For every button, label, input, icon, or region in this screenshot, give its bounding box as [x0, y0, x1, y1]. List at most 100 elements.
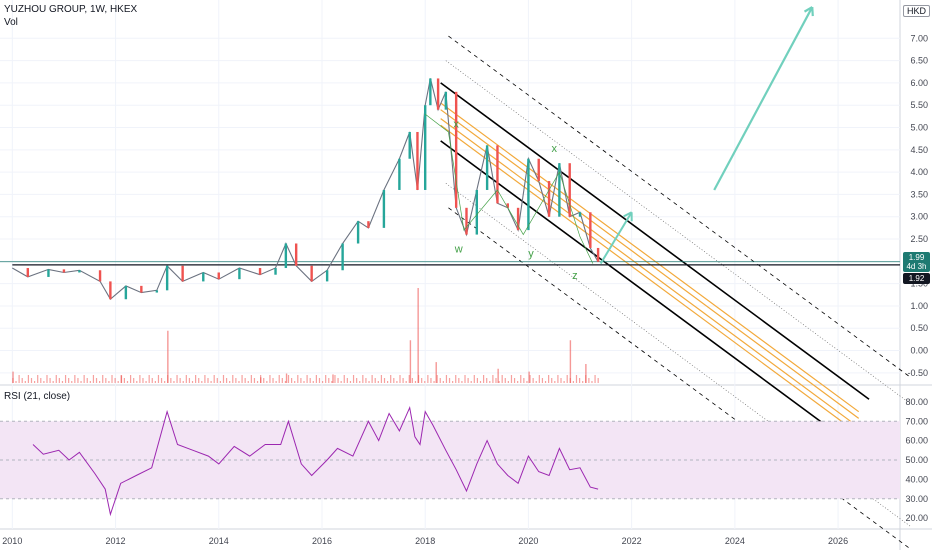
price-candle [63, 269, 65, 272]
price-candle [398, 159, 400, 190]
volume-bar [390, 375, 391, 383]
price-candle [558, 163, 560, 217]
volume-bar [319, 378, 320, 383]
volume-bar [257, 381, 258, 383]
price-candle [424, 105, 426, 190]
volume-spike [436, 362, 437, 383]
volume-bar [533, 378, 534, 383]
volume-bar [111, 375, 112, 383]
rsi-legend: RSI (21, close) [4, 391, 70, 402]
volume-bar [536, 381, 537, 383]
volume-bar [325, 375, 326, 383]
volume-bar [368, 381, 369, 383]
volume-bar [124, 378, 125, 383]
volume-bar [84, 375, 85, 383]
volume-bar [214, 375, 215, 383]
volume-bar [557, 375, 558, 383]
volume-bar [526, 381, 527, 383]
volume-bar [297, 375, 298, 383]
projection-arrow-long [714, 7, 812, 190]
volume-bar [492, 375, 493, 383]
projection-arrow-long-head [812, 7, 813, 16]
symbol-title: YUZHOU GROUP, 1W, HKEX [4, 4, 137, 15]
price-tick-label: 7.00 [910, 33, 928, 43]
volume-bar [87, 378, 88, 383]
volume-bar [37, 375, 38, 383]
volume-bar [15, 381, 16, 383]
price-candle [569, 163, 571, 217]
price-candle [486, 145, 488, 190]
price-candle [259, 268, 261, 275]
rsi-tick-label: 80.00 [905, 397, 928, 407]
volume-bar [598, 378, 599, 383]
price-tick-label: 5.50 [910, 100, 928, 110]
time-tick-label: 2016 [312, 536, 332, 546]
volume-spike [12, 372, 13, 383]
volume-bar [471, 381, 472, 383]
volume-bar [56, 375, 57, 383]
volume-bars [12, 288, 598, 383]
volume-spike [286, 374, 287, 384]
volume-bar [449, 378, 450, 383]
volume-bar [170, 378, 171, 383]
volume-bar [461, 381, 462, 383]
price-candle [589, 212, 591, 248]
price-candle [445, 92, 447, 110]
volume-bar [294, 381, 295, 383]
price-candle [579, 212, 581, 216]
volume-bar [402, 378, 403, 383]
volume-spike [410, 340, 411, 383]
volume-bar [232, 375, 233, 383]
volume-bar [195, 375, 196, 383]
volume-bar [180, 378, 181, 383]
volume-bar [573, 381, 574, 383]
volume-bar [285, 381, 286, 383]
level-price-tag: 1.92 [903, 273, 930, 284]
fib-channel-line [441, 110, 859, 419]
volume-bar [517, 381, 518, 383]
volume-bar [495, 378, 496, 383]
volume-bar [207, 378, 208, 383]
volume-spike [417, 288, 418, 383]
volume-bar [19, 375, 20, 383]
volume-bar [217, 378, 218, 383]
volume-bar [254, 378, 255, 383]
volume-bar [241, 375, 242, 383]
volume-bar [115, 378, 116, 383]
volume-bar [328, 378, 329, 383]
volume-bar [486, 378, 487, 383]
price-tick-label: 2.50 [910, 234, 928, 244]
volume-bar [582, 381, 583, 383]
price-candle [538, 159, 540, 181]
volume-bar [235, 378, 236, 383]
price-candle [476, 190, 478, 235]
rsi-tick-label: 20.00 [905, 513, 928, 523]
price-tick-label: 4.00 [910, 167, 928, 177]
volume-bar [158, 375, 159, 383]
volume-bar [272, 378, 273, 383]
wave-label: z [572, 270, 578, 282]
time-tick-label: 2022 [622, 536, 642, 546]
volume-bar [353, 375, 354, 383]
volume-bar [186, 375, 187, 383]
volume-bar [375, 378, 376, 383]
price-candle [326, 270, 328, 281]
rsi-pane [0, 408, 900, 515]
volume-bar [446, 375, 447, 383]
price-candle [597, 248, 599, 262]
volume-bar [25, 381, 26, 383]
volume-bar [102, 375, 103, 383]
volume-bar [93, 375, 94, 383]
volume-bar [359, 381, 360, 383]
price-candle [496, 145, 498, 203]
volume-spike [332, 374, 333, 383]
fib-channel-line [441, 125, 859, 434]
volume-bar [591, 381, 592, 383]
volume-bar [334, 375, 335, 383]
volume-bar [53, 381, 54, 383]
volume-bar [288, 375, 289, 383]
price-candle [99, 270, 101, 281]
currency-badge[interactable]: HKD [903, 5, 930, 17]
